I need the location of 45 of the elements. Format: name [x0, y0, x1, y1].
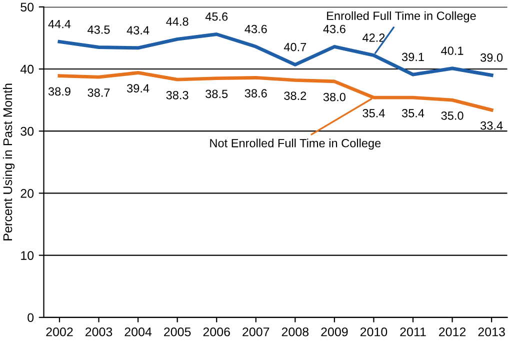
data-label: 43.5: [88, 25, 110, 34]
data-label: 39.4: [127, 84, 150, 93]
x-tick-label: 2013: [478, 327, 505, 336]
x-tick-label: 2006: [203, 327, 230, 336]
data-label: 43.6: [323, 24, 346, 34]
data-label: 38.7: [88, 88, 110, 97]
y-tick-label: 0: [28, 313, 34, 322]
data-label: 38.2: [284, 92, 306, 100]
x-tick-label: 2003: [85, 327, 112, 336]
data-label: 35.4: [402, 108, 424, 118]
data-label: 44.4: [48, 20, 71, 28]
data-label: 35.0: [441, 111, 464, 120]
data-label: 42.2: [362, 34, 385, 42]
x-tick-label: 2009: [321, 327, 348, 336]
y-tick-label: 50: [20, 2, 34, 12]
data-label: 40.1: [441, 46, 464, 55]
x-tick-label: 2012: [439, 327, 466, 336]
data-label: 38.6: [244, 89, 267, 98]
y-tick-label: 20: [20, 189, 34, 198]
text: Enrolled Full Time in College: [327, 11, 476, 22]
x-tick-label: 2008: [282, 327, 309, 336]
x-tick-label: 2007: [242, 327, 270, 336]
data-label: 38.0: [323, 92, 346, 102]
data-label: 38.5: [206, 90, 228, 98]
x-tick-label: 2005: [164, 327, 191, 336]
data-label: 44.8: [166, 17, 188, 26]
x-tick-label: 2004: [124, 327, 152, 336]
data-label: 45.6: [205, 12, 228, 21]
data-label: 35.4: [362, 108, 385, 118]
data-label: 38.3: [166, 90, 188, 100]
y-tick-label: 40: [20, 64, 34, 74]
text: Not Enrolled Full Time in College: [210, 138, 381, 150]
data-label: 40.7: [284, 42, 306, 52]
x-tick-label: 2002: [46, 327, 73, 336]
y-axis-title: Percent Using in Past Month: [2, 84, 15, 240]
y-tick-label: 10: [21, 251, 34, 260]
data-label: 43.6: [244, 24, 267, 34]
x-tick-label: 2011: [400, 327, 426, 336]
y-tick-label: 30: [20, 126, 34, 136]
data-label: 43.4: [126, 26, 150, 34]
data-label: 39.1: [402, 52, 424, 62]
data-label: 39.0: [480, 53, 503, 62]
x-tick-label: 2010: [360, 327, 388, 336]
data-label: 33.4: [480, 121, 503, 130]
data-label: 38.9: [48, 87, 70, 96]
